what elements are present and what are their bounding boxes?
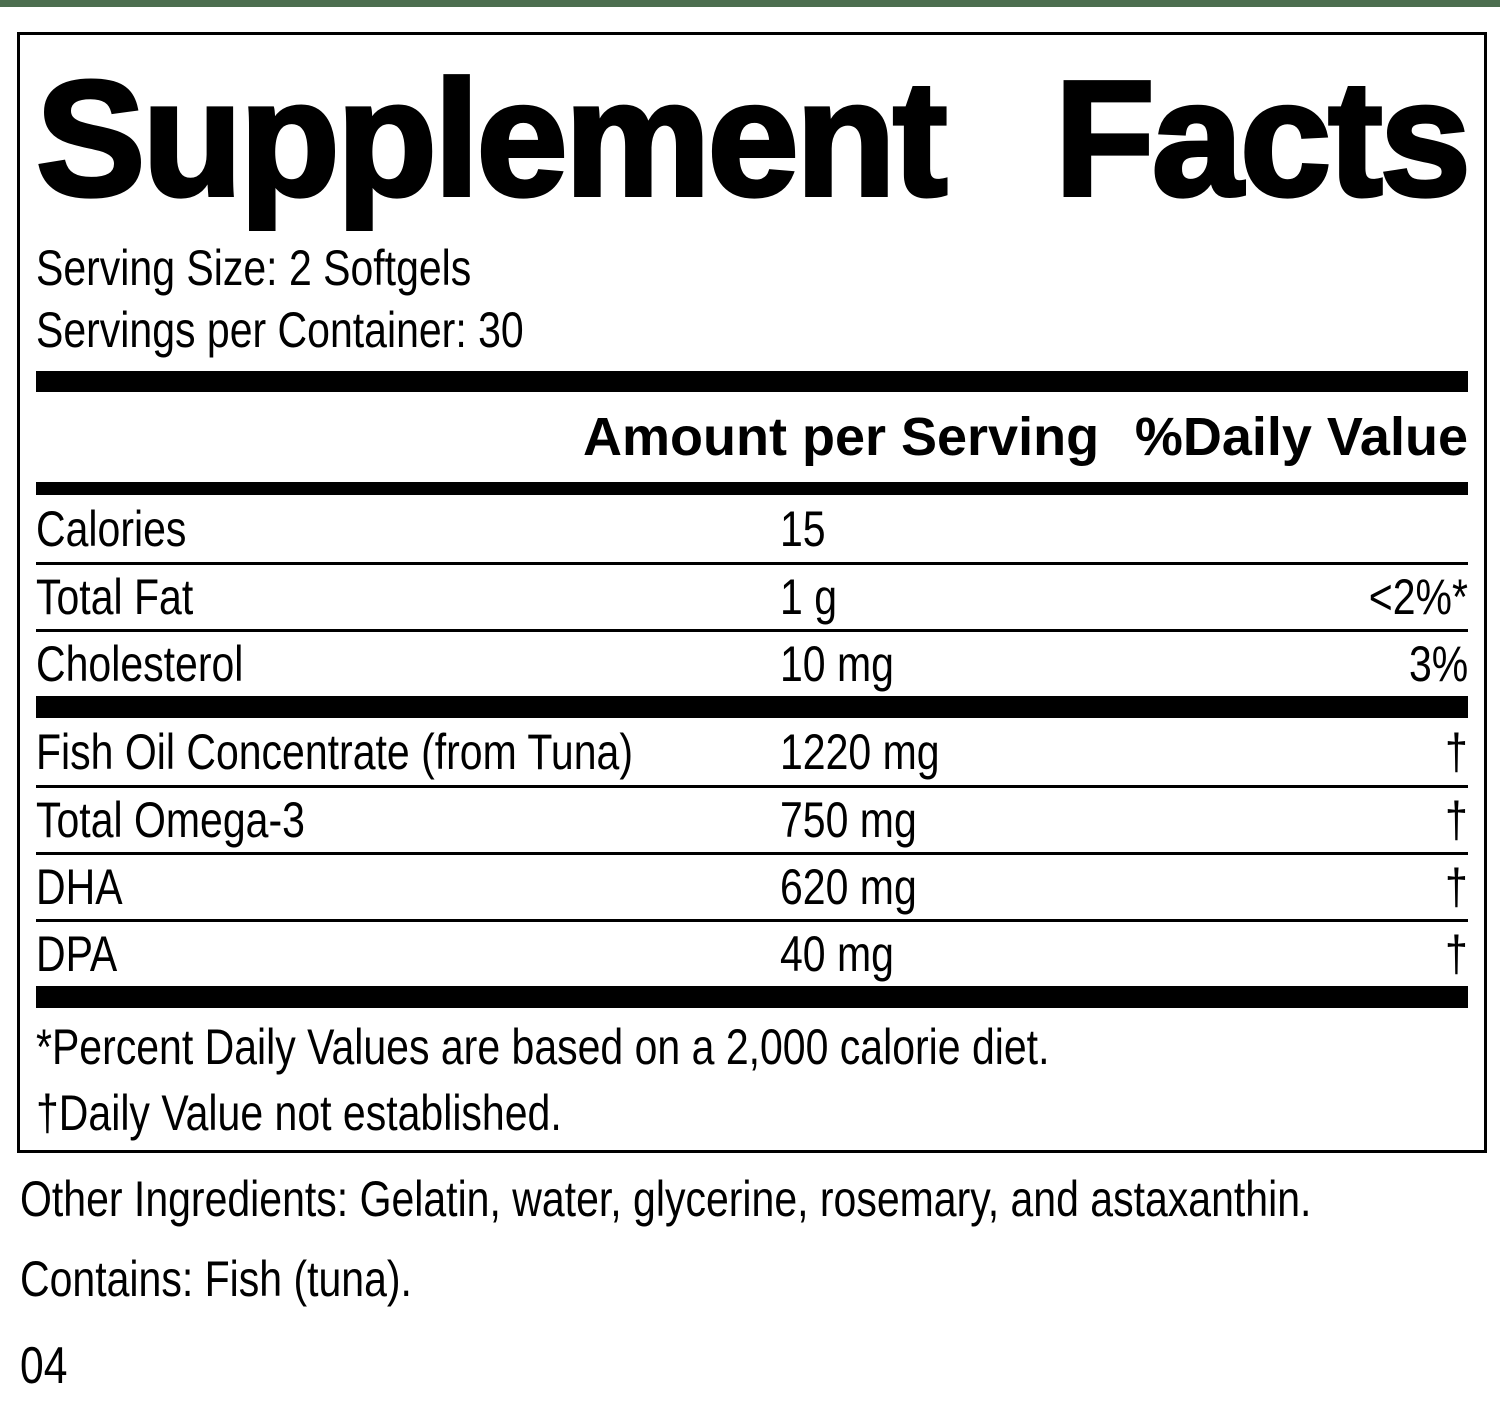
serving-size-line: Serving Size: 2 Softgels [36,240,472,296]
divider-bar-top [36,371,1468,392]
supplement-facts-panel: Supplement Facts Serving Size: 2 Softgel… [17,32,1487,1153]
column-header-daily-value: %Daily Value [1134,407,1468,467]
divider-bar-header [36,482,1468,495]
footnote-percent-dv: *Percent Daily Values are based on a 2,0… [36,1019,1050,1075]
panel-title-word-facts: Facts [1053,45,1473,232]
ingredients-section: Fish Oil Concentrate (from Tuna) 1220 mg… [36,718,1468,986]
other-ingredients-line: Other Ingredients: Gelatin, water, glyce… [20,1171,1312,1227]
nutrient-name: Total Fat [36,569,194,625]
divider-bar-middle [36,696,1468,718]
servings-per-container-line: Servings per Container: 30 [36,302,524,358]
table-row: DHA 620 mg † [36,852,1468,919]
table-row: Cholesterol 10 mg 3% [36,629,1468,696]
dagger-symbol: † [1445,859,1468,915]
panel-title-word-supplement: Supplement [34,45,950,232]
ingredient-amount: 620 mg [780,859,917,915]
ingredient-amount: 750 mg [780,792,917,848]
nutrient-dv: <2%* [1368,569,1468,625]
table-row: Total Omega-3 750 mg † [36,785,1468,852]
divider-bar-bottom [36,986,1468,1008]
nutrient-amount: 15 [780,500,826,557]
footnotes: *Percent Daily Values are based on a 2,0… [36,1014,1468,1146]
nutrient-name: Calories [36,500,187,557]
dagger-symbol: † [1445,723,1468,780]
column-header-row: Amount per Serving %Daily Value [36,392,1468,482]
nutrient-dv: 3% [1408,636,1468,692]
ingredient-amount: 40 mg [780,926,894,982]
nutrient-name: Cholesterol [36,636,244,692]
top-green-strip [0,0,1500,7]
footnote-dv-not-established: †Daily Value not established. [36,1085,562,1141]
column-header-amount: Amount per Serving [583,407,1100,467]
table-row: DPA 40 mg † [36,919,1468,986]
table-row: Calories 15 [36,495,1468,562]
nutrient-amount: 10 mg [780,636,894,692]
footer-code: 04 [20,1337,68,1395]
ingredient-amount: 1220 mg [780,723,940,780]
ingredient-name: DHA [36,859,123,915]
dagger-symbol: † [1445,792,1468,848]
ingredient-name: DPA [36,926,118,982]
nutrients-section: Calories 15 Total Fat 1 g <2%* Cholester… [36,495,1468,696]
ingredient-name: Total Omega-3 [36,792,305,848]
panel-title: Supplement Facts [34,45,1473,233]
serving-info: Serving Size: 2 Softgels Servings per Co… [36,237,1468,361]
contains-line: Contains: Fish (tuna). [20,1251,412,1307]
table-row: Fish Oil Concentrate (from Tuna) 1220 mg… [36,718,1468,785]
table-row: Total Fat 1 g <2%* [36,562,1468,629]
ingredient-name: Fish Oil Concentrate (from Tuna) [36,723,633,780]
nutrient-amount: 1 g [780,569,838,625]
dagger-symbol: † [1445,926,1468,982]
